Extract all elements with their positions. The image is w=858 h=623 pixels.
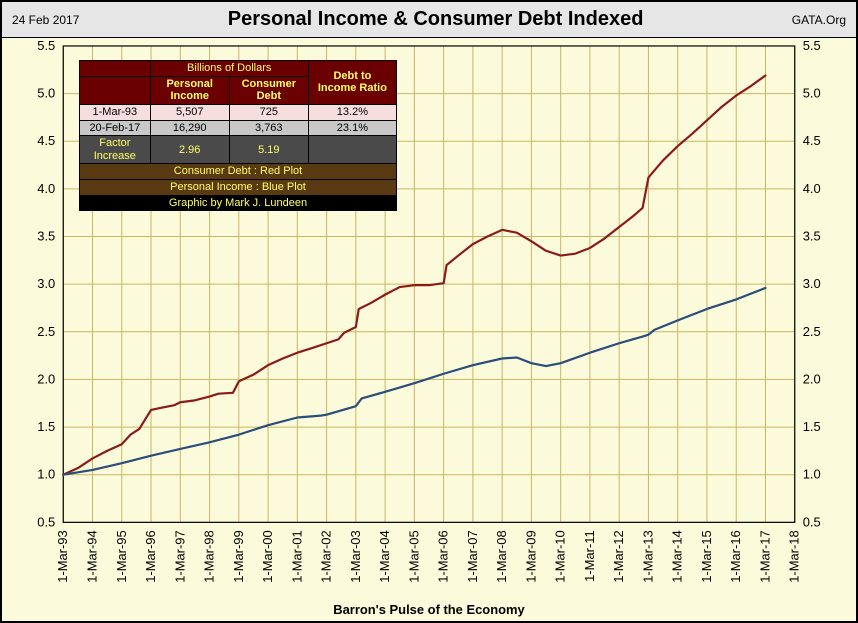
svg-text:4.5: 4.5 xyxy=(37,133,55,148)
svg-text:1-Mar-95: 1-Mar-95 xyxy=(114,530,129,582)
table-col-blank xyxy=(80,61,151,77)
svg-text:2.5: 2.5 xyxy=(37,324,55,339)
svg-text:1-Mar-97: 1-Mar-97 xyxy=(172,530,187,582)
svg-text:4.0: 4.0 xyxy=(37,181,55,196)
chart-frame: 24 Feb 2017 Personal Income & Consumer D… xyxy=(0,0,858,623)
svg-text:0.5: 0.5 xyxy=(37,514,55,529)
svg-text:1-Mar-06: 1-Mar-06 xyxy=(436,530,451,582)
table-col-1: Personal Income xyxy=(150,76,229,104)
svg-text:2.0: 2.0 xyxy=(803,371,821,386)
table-cell: 5.19 xyxy=(229,136,308,164)
svg-text:1-Mar-18: 1-Mar-18 xyxy=(787,530,802,582)
table-cell: 16,290 xyxy=(150,120,229,136)
svg-text:1-Mar-07: 1-Mar-07 xyxy=(465,530,480,582)
svg-text:4.5: 4.5 xyxy=(803,133,821,148)
legend-income: Personal Income : Blue Plot xyxy=(80,180,397,196)
svg-text:1-Mar-08: 1-Mar-08 xyxy=(494,530,509,582)
svg-text:1-Mar-10: 1-Mar-10 xyxy=(553,530,568,582)
svg-text:1-Mar-04: 1-Mar-04 xyxy=(377,530,392,582)
svg-text:1-Mar-00: 1-Mar-00 xyxy=(260,530,275,582)
svg-text:4.0: 4.0 xyxy=(803,181,821,196)
svg-text:1-Mar-98: 1-Mar-98 xyxy=(202,530,217,582)
svg-text:1-Mar-05: 1-Mar-05 xyxy=(406,530,421,582)
svg-text:3.0: 3.0 xyxy=(37,276,55,291)
table-col-ratio: Debt to Income Ratio xyxy=(308,61,396,105)
table-col-0 xyxy=(80,76,151,104)
table-cell: 13.2% xyxy=(308,104,396,120)
svg-text:1.0: 1.0 xyxy=(803,467,821,482)
svg-text:1-Mar-09: 1-Mar-09 xyxy=(523,530,538,582)
table-cell: Factor Increase xyxy=(80,136,151,164)
svg-text:1-Mar-01: 1-Mar-01 xyxy=(289,530,304,582)
chart-title: Personal Income & Consumer Debt Indexed xyxy=(228,8,644,31)
svg-text:3.5: 3.5 xyxy=(803,229,821,244)
table-cell: 1-Mar-93 xyxy=(80,104,151,120)
svg-text:5.0: 5.0 xyxy=(803,86,821,101)
svg-text:1-Mar-12: 1-Mar-12 xyxy=(611,530,626,582)
svg-text:1-Mar-16: 1-Mar-16 xyxy=(728,530,743,582)
table-cell: 725 xyxy=(229,104,308,120)
legend-debt: Consumer Debt : Red Plot xyxy=(80,164,397,180)
svg-text:2.5: 2.5 xyxy=(803,324,821,339)
svg-text:1-Mar-94: 1-Mar-94 xyxy=(85,530,100,582)
svg-text:1-Mar-17: 1-Mar-17 xyxy=(757,530,772,582)
date-label: 24 Feb 2017 xyxy=(10,11,81,29)
svg-text:5.5: 5.5 xyxy=(803,38,821,53)
summary-table: Billions of Dollars Debt to Income Ratio… xyxy=(79,60,397,211)
svg-text:0.5: 0.5 xyxy=(803,514,821,529)
svg-text:1.5: 1.5 xyxy=(37,419,55,434)
svg-text:5.0: 5.0 xyxy=(37,86,55,101)
credit-line: Graphic by Mark J. Lundeen xyxy=(80,195,397,211)
svg-text:1.5: 1.5 xyxy=(803,419,821,434)
footer-caption: Barron's Pulse of the Economy xyxy=(333,602,525,617)
table-cell xyxy=(308,136,396,164)
svg-text:1-Mar-03: 1-Mar-03 xyxy=(348,530,363,582)
header-bar: 24 Feb 2017 Personal Income & Consumer D… xyxy=(2,2,856,38)
svg-text:1-Mar-11: 1-Mar-11 xyxy=(582,530,597,582)
svg-text:1-Mar-93: 1-Mar-93 xyxy=(55,530,70,582)
table-cell: 2.96 xyxy=(150,136,229,164)
svg-text:1-Mar-96: 1-Mar-96 xyxy=(143,530,158,582)
svg-text:2.0: 2.0 xyxy=(37,371,55,386)
svg-text:5.5: 5.5 xyxy=(37,38,55,53)
svg-text:1-Mar-13: 1-Mar-13 xyxy=(640,530,655,582)
svg-text:1-Mar-14: 1-Mar-14 xyxy=(670,530,685,582)
table-cell: 23.1% xyxy=(308,120,396,136)
svg-text:3.0: 3.0 xyxy=(803,276,821,291)
source-label: GATA.Org xyxy=(790,11,848,29)
table-header-top: Billions of Dollars xyxy=(150,61,308,77)
table-cell: 5,507 xyxy=(150,104,229,120)
table-cell: 20-Feb-17 xyxy=(80,120,151,136)
svg-text:3.5: 3.5 xyxy=(37,229,55,244)
svg-text:1-Mar-15: 1-Mar-15 xyxy=(699,530,714,582)
svg-text:1-Mar-99: 1-Mar-99 xyxy=(231,530,246,582)
svg-text:1-Mar-02: 1-Mar-02 xyxy=(319,530,334,582)
table-cell: 3,763 xyxy=(229,120,308,136)
table-col-2: Consumer Debt xyxy=(229,76,308,104)
svg-text:1.0: 1.0 xyxy=(37,467,55,482)
